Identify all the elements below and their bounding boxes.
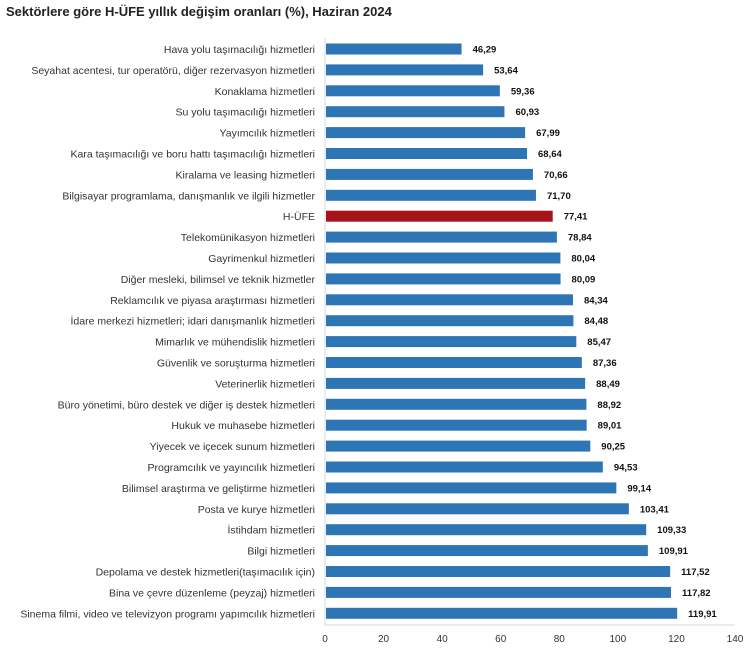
category-label: Su yolu taşımacılığı hizmetleri <box>176 107 315 119</box>
data-label: 90,25 <box>601 442 625 453</box>
category-label: Seyahat acentesi, tur operatörü, diğer r… <box>31 65 315 77</box>
bar <box>326 273 561 285</box>
data-label: 59,36 <box>511 86 535 97</box>
bar <box>326 252 561 264</box>
data-label: 88,49 <box>596 379 620 390</box>
data-label: 71,70 <box>547 191 571 202</box>
category-label: Bilimsel araştırma ve geliştirme hizmetl… <box>122 483 315 495</box>
category-label: Mimarlık ve mühendislik hizmetleri <box>155 337 315 349</box>
chart-title: Sektörlere göre H-ÜFE yıllık değişim ora… <box>6 4 392 19</box>
bar <box>326 210 553 222</box>
bar <box>326 106 505 118</box>
category-label: Güvenlik ve soruşturma hizmetleri <box>157 358 315 370</box>
category-label: İstihdam hizmetleri <box>227 524 315 537</box>
category-label: Büro yönetimi, büro destek ve diğer iş d… <box>58 399 315 411</box>
data-label: 109,33 <box>657 525 686 536</box>
x-tick-label: 80 <box>554 634 566 645</box>
category-label: Kara taşımacılığı ve boru hattı taşımacı… <box>70 149 315 161</box>
bar <box>326 503 629 515</box>
category-label: Bilgi hizmetleri <box>247 546 315 558</box>
bar <box>326 148 528 159</box>
data-label: 60,93 <box>515 107 539 118</box>
category-label: Yiyecek ve içecek sunum hizmetleri <box>150 441 315 453</box>
bar <box>326 168 533 180</box>
category-label: Kiralama ve leasing hizmetleri <box>176 169 315 181</box>
category-label: Yayımcılık hizmetleri <box>220 128 316 140</box>
bar <box>326 315 574 327</box>
data-label: 70,66 <box>544 170 568 181</box>
category-label: Programcılık ve yayıncılık hizmetleri <box>148 462 315 474</box>
x-tick-label: 60 <box>495 634 507 645</box>
category-label: Depolama ve destek hizmetleri(taşımacılı… <box>96 567 315 579</box>
x-tick-label: 100 <box>610 634 627 645</box>
category-label: Posta ve kurye hizmetleri <box>198 504 315 516</box>
bar <box>326 566 671 577</box>
bar <box>326 524 647 536</box>
category-label: Bilgisayar programlama, danışmanlık ve i… <box>62 190 315 202</box>
bar <box>326 64 484 76</box>
category-label: Bina ve çevre düzenleme (peyzaj) hizmetl… <box>109 587 315 599</box>
data-label: 103,41 <box>640 504 670 515</box>
data-label: 46,29 <box>473 45 497 56</box>
data-label: 53,64 <box>494 65 518 76</box>
bar <box>326 43 462 55</box>
category-label: Hukuk ve muhasebe hizmetleri <box>171 420 315 432</box>
bar <box>326 607 678 619</box>
data-label: 117,52 <box>681 567 710 578</box>
category-label: Reklamcılık ve piyasa araştırması hizmet… <box>110 295 315 307</box>
data-label: 68,64 <box>538 149 562 160</box>
category-label: Veterinerlik hizmetleri <box>215 378 315 390</box>
data-label: 119,91 <box>688 609 717 620</box>
data-label: 78,84 <box>568 233 592 244</box>
x-tick-label: 140 <box>727 634 744 645</box>
data-label: 77,41 <box>564 212 588 223</box>
bar <box>326 586 672 598</box>
bar <box>326 85 500 97</box>
bar <box>326 419 587 431</box>
data-label: 80,09 <box>572 274 596 285</box>
x-tick-label: 40 <box>437 634 449 645</box>
data-label: 94,53 <box>614 463 638 474</box>
data-label: 80,04 <box>571 254 595 265</box>
bar <box>326 189 536 201</box>
category-label: Hava yolu taşımacılığı hizmetleri <box>164 44 315 56</box>
data-label: 85,47 <box>587 337 611 348</box>
category-label: Sinema filmi, video ve televizyon progra… <box>20 608 315 620</box>
data-label: 88,92 <box>597 400 621 411</box>
category-label: H-ÜFE <box>283 211 315 223</box>
bar <box>326 336 577 348</box>
data-label: 84,34 <box>584 295 608 306</box>
bar <box>326 398 587 410</box>
data-label: 109,91 <box>659 546 689 557</box>
bar <box>326 357 582 368</box>
x-tick-label: 120 <box>668 634 685 645</box>
bar <box>326 127 526 139</box>
category-label: Telekomünikasyon hizmetleri <box>181 232 315 244</box>
data-label: 84,48 <box>584 316 608 327</box>
data-label: 89,01 <box>598 421 622 432</box>
bar <box>326 231 557 243</box>
data-label: 117,82 <box>682 588 711 599</box>
bar <box>326 461 603 473</box>
data-label: 99,14 <box>627 483 651 494</box>
data-label: 67,99 <box>536 128 560 139</box>
data-label: 87,36 <box>593 358 617 369</box>
bar <box>326 377 586 389</box>
bar <box>326 440 591 452</box>
x-tick-label: 0 <box>322 634 328 645</box>
category-label: Diğer mesleki, bilimsel ve teknik hizmet… <box>121 274 316 286</box>
category-label: Gayrimenkul hizmetleri <box>208 253 315 265</box>
bar <box>326 294 573 306</box>
category-label: Konaklama hizmetleri <box>215 86 315 98</box>
x-tick-label: 20 <box>378 634 390 645</box>
category-label: İdare merkezi hizmetleri; idari danışman… <box>71 315 316 328</box>
bar <box>326 545 648 557</box>
bar <box>326 482 617 494</box>
